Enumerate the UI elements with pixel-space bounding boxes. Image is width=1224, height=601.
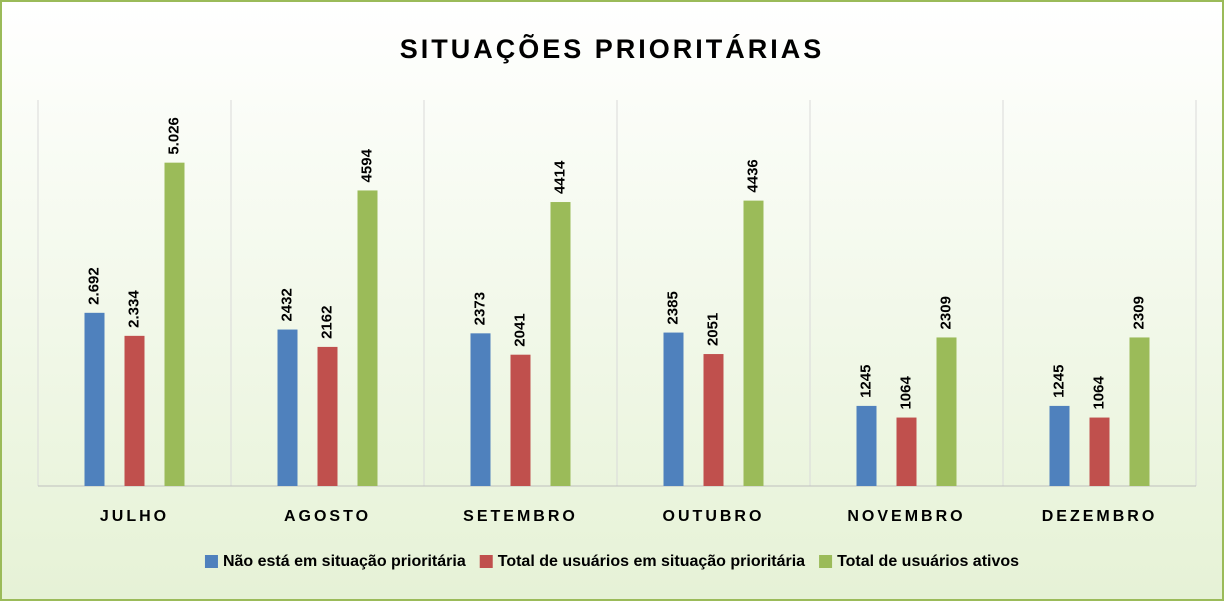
- data-label: 2051: [704, 313, 721, 346]
- bar: [164, 162, 185, 487]
- bar: [743, 200, 764, 486]
- x-tick-label: SETEMBRO: [463, 508, 578, 525]
- data-label: 1245: [1050, 365, 1067, 398]
- data-label: 2.334: [125, 290, 142, 328]
- data-label: 2309: [937, 296, 954, 329]
- bar: [84, 312, 105, 486]
- data-label: 2162: [318, 306, 335, 339]
- x-tick-label: AGOSTO: [284, 508, 371, 525]
- bar: [1089, 417, 1110, 486]
- legend-swatch: [204, 555, 218, 568]
- bar: [703, 354, 724, 486]
- legend: Não está em situação prioritária Total de…: [204, 553, 1019, 570]
- legend-swatch: [479, 555, 493, 568]
- x-tick-label: JULHO: [100, 508, 169, 525]
- bar: [1129, 337, 1150, 486]
- data-label: 2041: [511, 313, 528, 346]
- bar: [317, 346, 338, 486]
- data-label: 2432: [278, 288, 295, 321]
- legend-label: Total de usuários em situação prioritári…: [498, 553, 805, 570]
- data-label: 4436: [744, 159, 761, 192]
- bar: [663, 332, 684, 486]
- x-tick-label: NOVEMBRO: [847, 508, 965, 525]
- bar: [1049, 405, 1070, 486]
- data-label: 1064: [1090, 376, 1107, 410]
- bar: [357, 190, 378, 486]
- data-label: 2309: [1130, 296, 1147, 329]
- bar: [124, 335, 145, 486]
- legend-swatch: [819, 555, 833, 568]
- data-label: 1064: [897, 376, 914, 410]
- data-label: 2.692: [85, 267, 102, 305]
- bar: [896, 417, 917, 486]
- chart-title: SITUAÇÕES PRIORITÁRIAS: [400, 33, 825, 64]
- data-label: 1245: [857, 365, 874, 398]
- bar: [936, 337, 957, 486]
- x-tick-label: DEZEMBRO: [1042, 508, 1158, 525]
- data-label: 2385: [664, 291, 681, 324]
- data-label: 4414: [551, 160, 568, 194]
- bar: [470, 333, 491, 486]
- data-label: 5.026: [165, 117, 182, 155]
- legend-label: Não está em situação prioritária: [223, 553, 466, 570]
- x-tick-label: OUTUBRO: [663, 508, 765, 525]
- legend-label: Total de usuários ativos: [837, 553, 1019, 570]
- bar: [277, 329, 298, 486]
- bar: [856, 405, 877, 486]
- data-label: 2373: [471, 292, 488, 325]
- bar: [510, 354, 531, 486]
- bar: [550, 202, 571, 487]
- data-label: 4594: [358, 148, 375, 182]
